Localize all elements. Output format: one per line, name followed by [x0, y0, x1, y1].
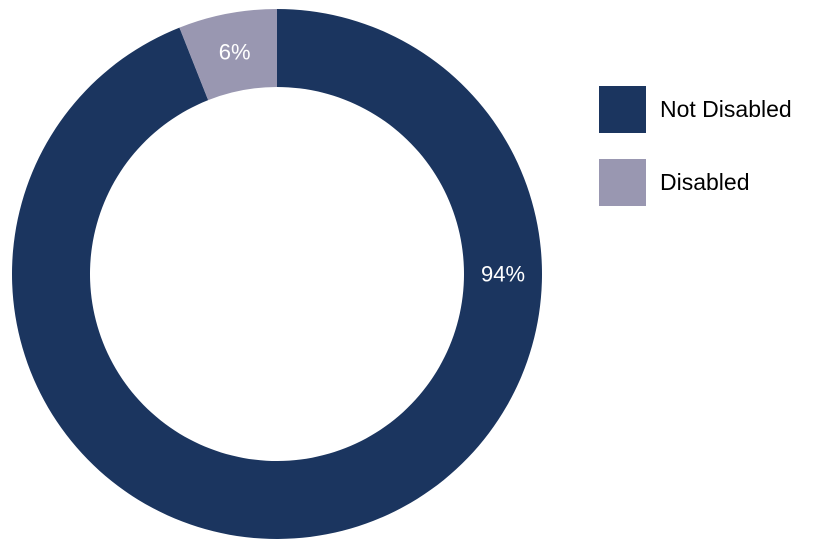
slice-not-disabled — [11, 9, 542, 539]
legend-swatch-not-disabled — [599, 86, 646, 133]
slices-group — [11, 9, 542, 539]
legend-item-disabled: Disabled — [599, 159, 792, 206]
data-label-not-disabled: 94% — [481, 262, 525, 287]
data-label-disabled: 6% — [219, 40, 251, 65]
slice-disabled — [179, 9, 277, 101]
legend-item-not-disabled: Not Disabled — [599, 86, 792, 133]
labels-group: 94% 6% — [219, 40, 525, 287]
legend-swatch-disabled — [599, 159, 646, 206]
legend-label-not-disabled: Not Disabled — [660, 96, 792, 122]
legend: Not Disabled Disabled — [599, 86, 792, 206]
legend-label-disabled: Disabled — [660, 169, 750, 195]
